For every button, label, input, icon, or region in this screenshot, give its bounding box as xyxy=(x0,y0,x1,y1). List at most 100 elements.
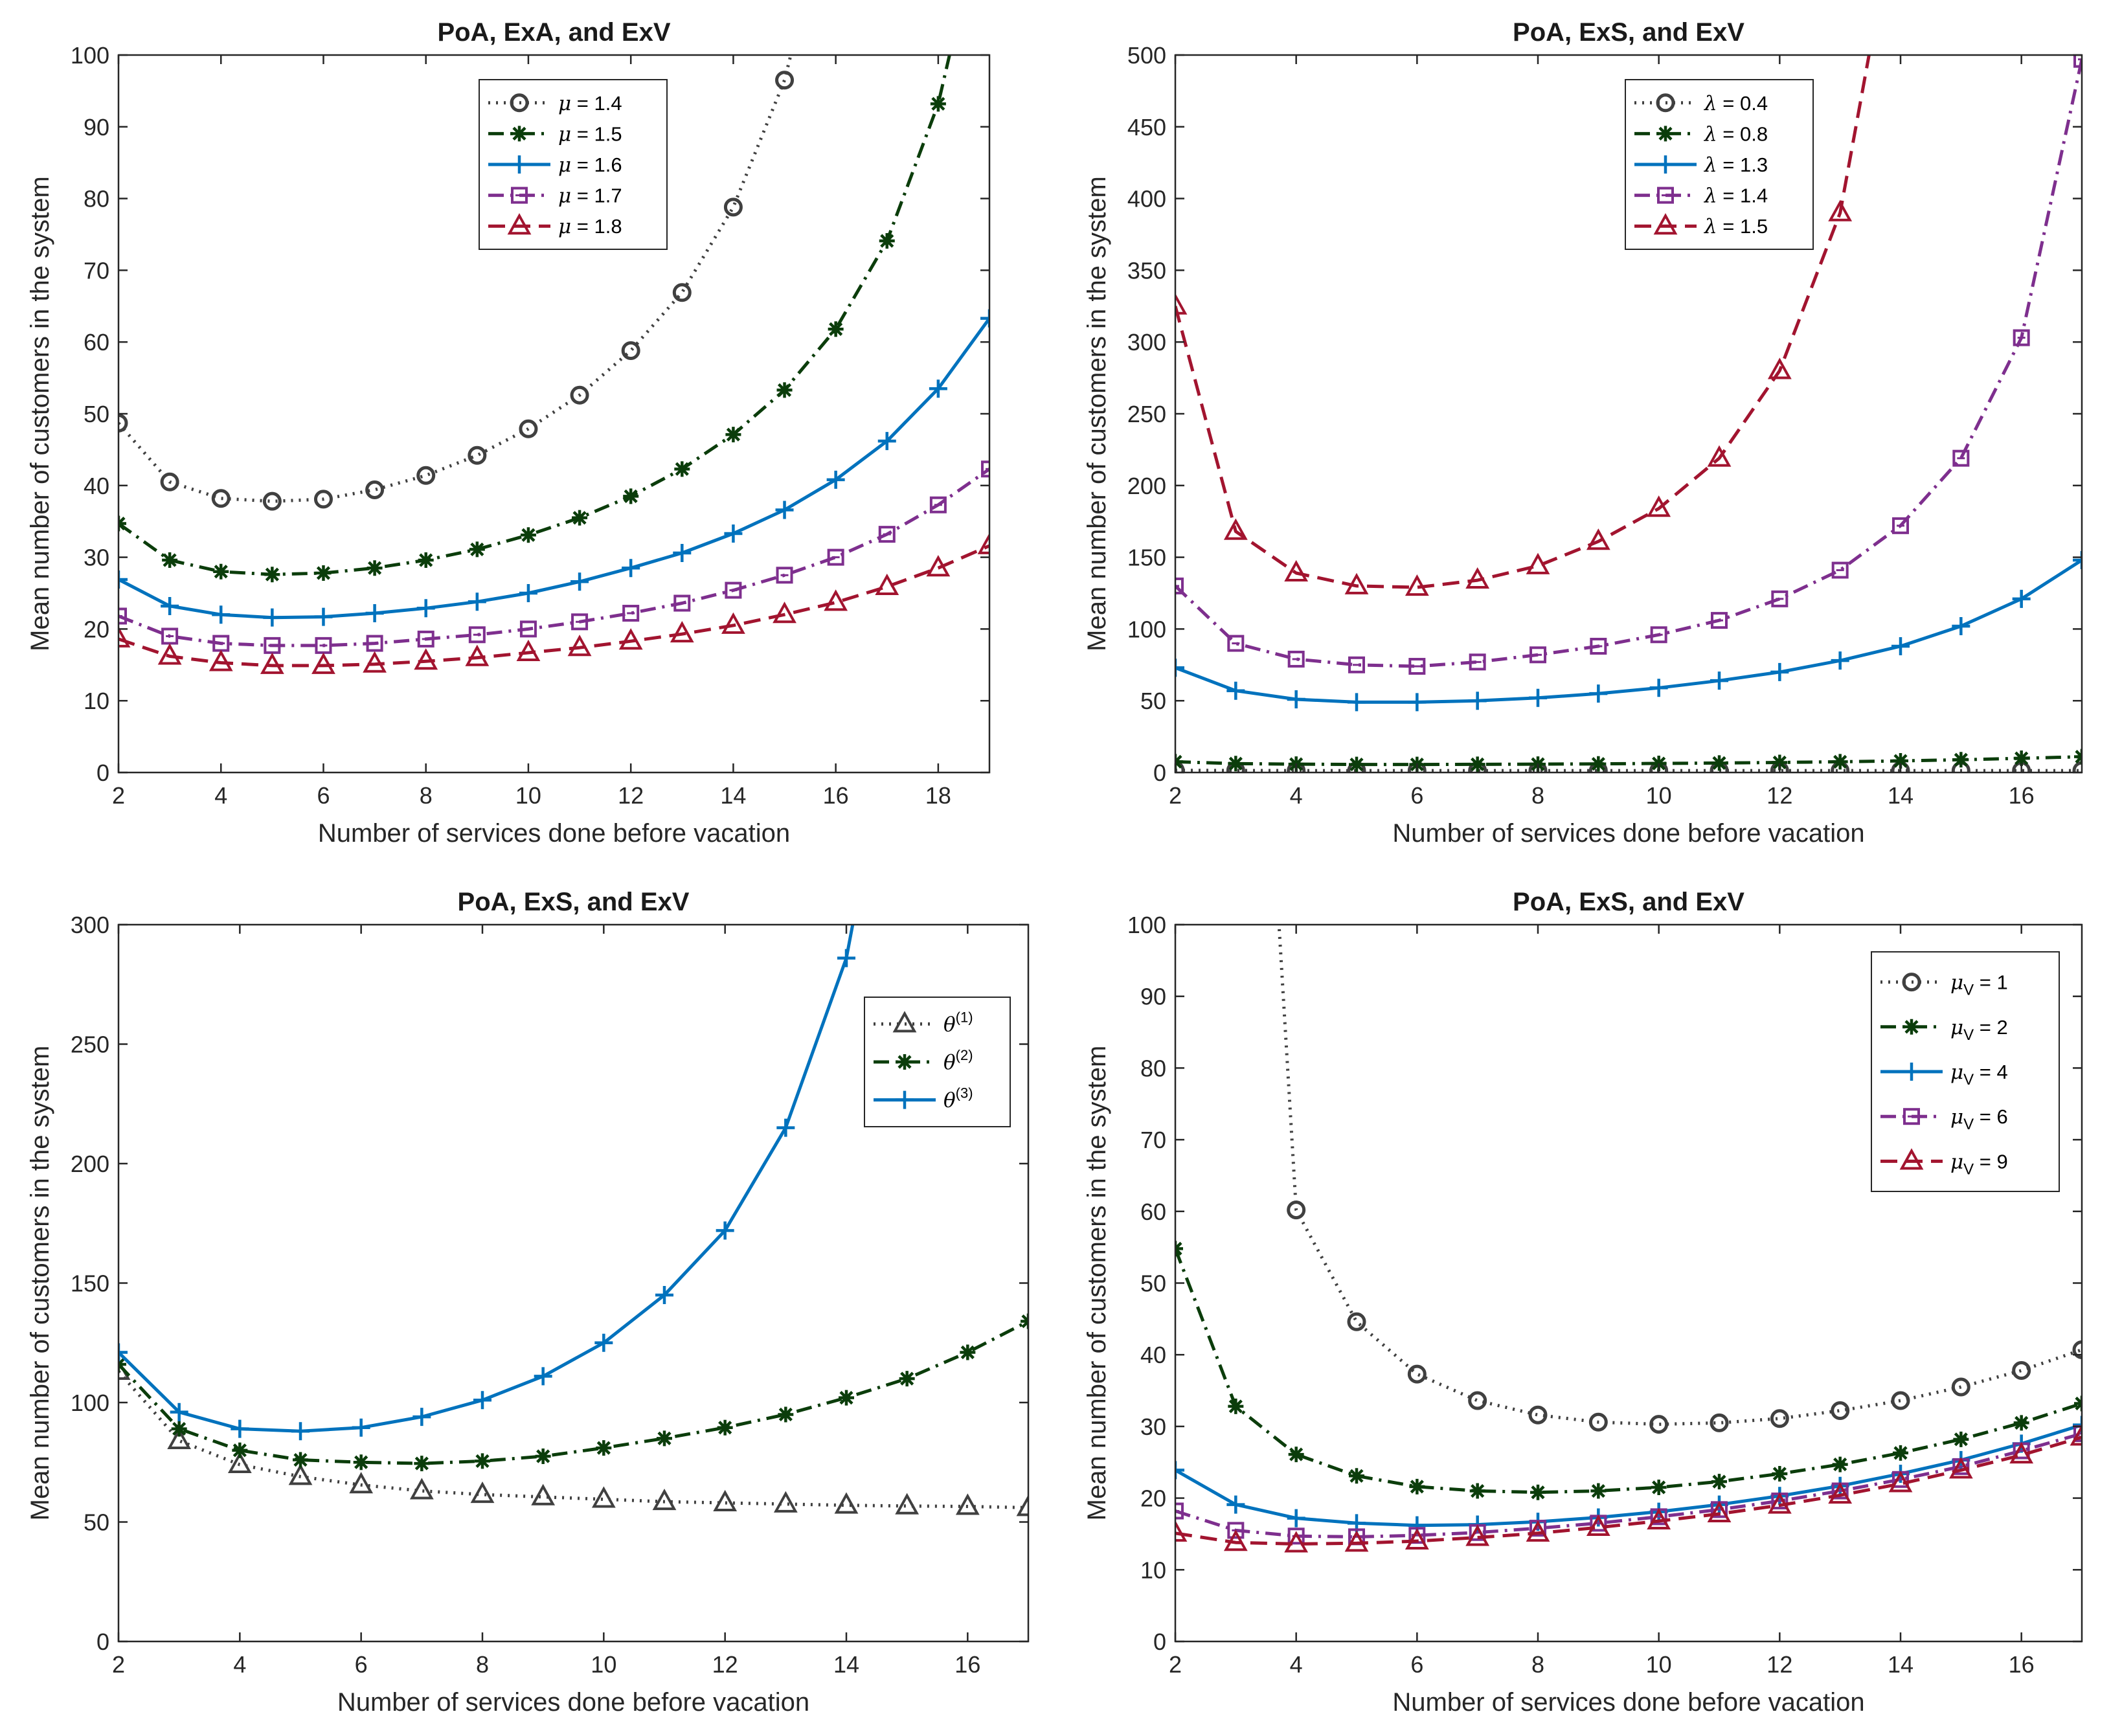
plot3-xtick-label-2: 4 xyxy=(233,1651,246,1678)
plot3-series-3-point-9 xyxy=(594,1333,613,1352)
plot2-series-4-point-3 xyxy=(1287,650,1305,668)
plot4-series-3-point-3-shape xyxy=(1287,1509,1305,1527)
plot2-xtick-label-6: 12 xyxy=(1767,782,1792,809)
plot2-ytick-label-4: 150 xyxy=(1127,545,1166,571)
plot4-legend: μV = 1 μV = 2 μV = 4 μV = 6 μV = 9 xyxy=(1871,951,2060,1192)
plot1-xtick-label-9: 18 xyxy=(925,782,951,809)
plot2-series-4-point-9 xyxy=(1650,626,1667,644)
plot2-series-5-point-3 xyxy=(1284,559,1309,581)
plot1-series-1-point-8 xyxy=(468,445,487,465)
plot4-series-1-point-13-shape xyxy=(1951,1377,1970,1397)
plot1-series-4-point-9-shape xyxy=(519,620,537,638)
plot4-series-5-point-15 xyxy=(2009,1442,2034,1464)
plot4-series-2-point-11-shape xyxy=(1772,1465,1788,1482)
plot2-legend-entry-3-marker-shape xyxy=(1656,155,1675,174)
plot4-series-1-point-10-shape xyxy=(1770,1409,1789,1428)
plot4-series-4-line xyxy=(1175,1432,2082,1539)
plot1-ytick-label-4: 30 xyxy=(84,545,109,571)
plot2-ytick-label-1: 0 xyxy=(1153,760,1166,786)
plot3-ytick-label-4: 150 xyxy=(71,1270,109,1297)
plot2-series-2-point-10-shape xyxy=(1711,755,1727,771)
plot1-ytick-label-3: 20 xyxy=(84,616,109,642)
plot1-series xyxy=(119,55,989,674)
plot1-series-1-point-3-shape xyxy=(211,489,231,508)
plot2-series-4-point-15 xyxy=(2013,329,2030,346)
plot3-series-1-point-13-shape xyxy=(834,1492,859,1514)
plot3-xtick-label-3: 6 xyxy=(355,1651,368,1678)
plot4-series-3-line xyxy=(1175,1423,2082,1527)
plot3-series-1-point-12 xyxy=(773,1491,798,1513)
plot4-ytick-label-9: 80 xyxy=(1140,1055,1166,1081)
plot4-series-1-point-9 xyxy=(1710,1413,1729,1432)
plot1-series-5-line xyxy=(119,544,989,668)
plot3-xtick-label-5: 10 xyxy=(591,1651,616,1678)
plot2-series-4-point-14 xyxy=(1952,449,1970,467)
plot1-series-5-point-18-shape xyxy=(977,532,989,554)
plot1-xtick-label-8: 16 xyxy=(823,782,849,809)
plot2-legend-entry-3: λ = 1.3 xyxy=(1634,153,1768,177)
plot4-series-1-point-6 xyxy=(1528,1405,1548,1425)
plot1-series-3-point-13-shape xyxy=(724,524,743,543)
plot4-series-2-point-14-shape xyxy=(1953,1431,1969,1447)
plot2-series-3-point-14-shape xyxy=(1952,616,1970,635)
plot4-legend-entry-1-label: μV = 1 xyxy=(1950,971,2008,999)
plot1-series-2-point-2 xyxy=(162,552,178,569)
plot1-series-3-point-6-shape xyxy=(365,604,384,623)
plot4-series-5-point-16 xyxy=(2070,1424,2082,1446)
plot1-series-3-point-8-shape xyxy=(468,592,486,611)
plot1-series-1-point-11-shape xyxy=(621,341,640,360)
plot3-series-1-point-9-shape xyxy=(591,1486,616,1508)
plot1-legend-entry-3-marker xyxy=(510,155,528,174)
plot4-legend-entry-2: μV = 2 xyxy=(1880,1016,2008,1044)
plot1-series-4-point-17-shape xyxy=(929,496,947,513)
plot4-series-5-point-8-shape xyxy=(1586,1514,1610,1536)
plot4-series-5-point-10-shape xyxy=(1707,1500,1732,1522)
plot4-xtick-label-8: 16 xyxy=(2009,1651,2035,1678)
plot1-series-4-point-14 xyxy=(776,567,793,584)
plot1-series-4-point-7 xyxy=(417,630,435,648)
plot4-series-1-point-12-shape xyxy=(1891,1391,1910,1410)
plot3-series-1-point-2 xyxy=(167,1427,192,1450)
plot2-series-5-point-10 xyxy=(1707,445,1732,467)
plot3-series-2-point-6-shape xyxy=(414,1456,430,1472)
plot4-series-1-point-11-shape xyxy=(1831,1401,1850,1421)
plot2-series-3-point-1-shape xyxy=(1175,659,1184,677)
plot2-series-3-point-3-shape xyxy=(1287,690,1305,708)
plot4-legend-entry-5-label: μV = 9 xyxy=(1950,1150,2008,1178)
plot2-series-3-point-14 xyxy=(1952,616,1970,635)
plot2-xtick-label-2: 4 xyxy=(1290,782,1303,809)
plot1-series-3-point-10-shape xyxy=(570,572,589,591)
plot2-series-4-point-9-shape xyxy=(1650,626,1667,644)
plot4-series-1-point-6-shape xyxy=(1528,1405,1548,1425)
plot1-series-5-point-9 xyxy=(516,639,541,661)
plot3-series-3-point-13-shape xyxy=(837,949,855,967)
plot1-series-3-point-12-shape xyxy=(673,543,692,562)
plot1-series-2-point-4 xyxy=(264,567,280,583)
plot2-series-5-point-4-shape xyxy=(1344,572,1369,594)
plot2-ytick-label-5: 200 xyxy=(1127,473,1166,499)
plot3-series-1-point-7-shape xyxy=(470,1481,495,1504)
plot4-legend-entry-2-label: μV = 2 xyxy=(1950,1016,2008,1044)
plot1-series-4-point-8 xyxy=(468,626,486,644)
plot3-series-3-point-4 xyxy=(291,1422,310,1441)
plot2-legend-entry-2-marker xyxy=(1658,126,1673,142)
plot4-series-2-point-3-shape xyxy=(1288,1447,1304,1463)
plot1-ytick-label-11: 100 xyxy=(71,42,109,69)
plot2-ytick-label-11: 500 xyxy=(1127,42,1166,69)
plot4-series-5-point-3 xyxy=(1284,1531,1309,1553)
plot1-series-2-line xyxy=(119,55,951,576)
plot3-series-2-point-6 xyxy=(414,1456,430,1472)
plot4-series-5-point-3-shape xyxy=(1284,1531,1309,1553)
plot4-series-4-point-1-shape xyxy=(1175,1502,1184,1520)
plot4-series-5-point-7-shape xyxy=(1526,1520,1550,1542)
plot1-series-1-point-13-shape xyxy=(723,197,743,217)
plot1-series-3-point-5-shape xyxy=(314,607,333,626)
plot4-legend-entry-3-marker-shape xyxy=(1902,1063,1921,1081)
plot4-ytick-label-10: 90 xyxy=(1140,984,1166,1010)
plot2-series-5-point-5-shape xyxy=(1405,574,1429,596)
plot1-series-3-point-11 xyxy=(622,559,640,578)
plot1-series-2-point-3 xyxy=(213,563,229,580)
plot2-series-2-point-15 xyxy=(2013,750,2029,767)
plot4-legend-entry-1: μV = 1 xyxy=(1880,971,2008,999)
plot2-series-2-point-2-shape xyxy=(1228,756,1244,772)
